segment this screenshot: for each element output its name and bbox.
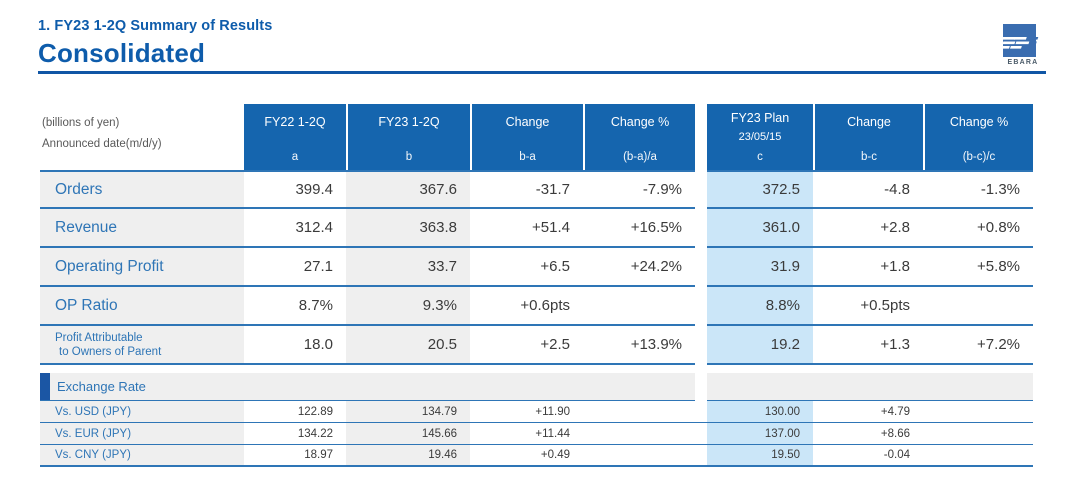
col-header-fy22: FY22 1-2Q a (244, 104, 346, 170)
col-header-change-pct-bc: Change % (b-c)/c (923, 104, 1033, 170)
slide-header: 1. FY23 1-2Q Summary of Results Consolid… (38, 18, 1046, 69)
table-gap (695, 104, 707, 170)
title-underline (38, 71, 1046, 74)
table-row-profit-attributable: Profit Attributable to Owners of Parent … (40, 326, 1033, 365)
unit-note: (billions of yen) (42, 117, 120, 129)
table-row-operating-profit: Operating Profit 27.1 33.7 +6.5 +24.2% 3… (40, 248, 1033, 287)
section-spacer (40, 365, 1033, 373)
ebara-logo-word: EBARA (1007, 59, 1039, 66)
exchange-rate-section-header: Exchange Rate (40, 373, 1033, 401)
table-row-revenue: Revenue 312.4 363.8 +51.4 +16.5% 361.0 +… (40, 209, 1033, 248)
col-header-change-ba: Change b-a (470, 104, 583, 170)
ebara-logo-icon (1000, 24, 1046, 58)
row-label: Operating Profit (40, 248, 244, 287)
row-label: OP Ratio (40, 287, 244, 326)
row-label: Vs. USD (JPY) (40, 401, 244, 423)
section-marker (40, 373, 50, 400)
announced-note: Announced date(m/d/y) (42, 138, 162, 150)
col-header-fy23: FY23 1-2Q b (346, 104, 470, 170)
table-row-eur: Vs. EUR (JPY) 134.22 145.66 +11.44 137.0… (40, 423, 1033, 445)
table-row-usd: Vs. USD (JPY) 122.89 134.79 +11.90 130.0… (40, 401, 1033, 423)
col-header-change-pct-ba: Change % (b-a)/a (583, 104, 695, 170)
table-row-cny: Vs. CNY (JPY) 18.97 19.46 +0.49 19.50 -0… (40, 445, 1033, 467)
page-title: Consolidated (38, 38, 206, 68)
results-table: (billions of yen) Announced date(m/d/y) … (40, 104, 1033, 467)
row-label: Vs. EUR (JPY) (40, 423, 244, 445)
table-row-op-ratio: OP Ratio 8.7% 9.3% +0.6pts 8.8% +0.5pts (40, 287, 1033, 326)
col-header-plan: FY23 Plan 23/05/15 c (707, 104, 813, 170)
row-label: Orders (40, 170, 244, 209)
table-header-row: (billions of yen) Announced date(m/d/y) … (40, 104, 1033, 170)
exchange-rate-title: Exchange Rate (57, 379, 146, 394)
ebara-logo: EBARA (1000, 24, 1046, 66)
section-title: 1. FY23 1-2Q Summary of Results (38, 18, 273, 34)
row-label: Revenue (40, 209, 244, 248)
col-header-change-bc: Change b-c (813, 104, 923, 170)
row-label: Profit Attributable to Owners of Parent (40, 326, 244, 365)
row-label: Vs. CNY (JPY) (40, 445, 244, 467)
table-row-orders: Orders 399.4 367.6 -31.7 -7.9% 372.5 -4.… (40, 170, 1033, 209)
table-notes: (billions of yen) Announced date(m/d/y) (40, 104, 244, 170)
